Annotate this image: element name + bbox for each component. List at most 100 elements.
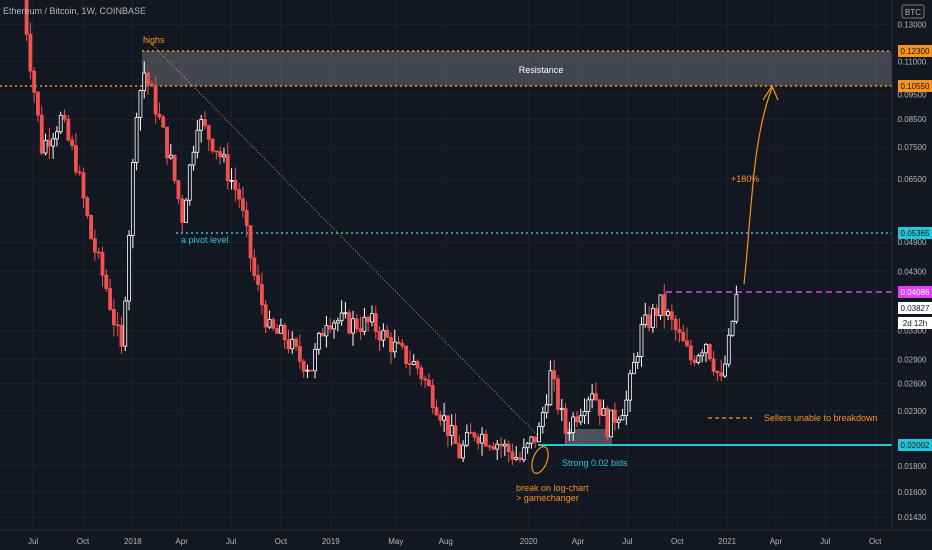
candle-up [362,316,367,332]
time-label: Jul [28,537,38,546]
candle-down [149,83,154,87]
breakout-label-2: > gamechanger [516,493,579,503]
candle-down [36,91,40,116]
price-tick-label: 0.13000 [898,20,927,29]
candle-down [389,336,393,353]
candle-down [157,113,162,118]
candle-down [647,314,651,328]
candle-up [643,314,648,326]
candle-down [419,367,424,380]
candle-up [316,332,321,350]
candle-down [153,85,158,115]
candle-up [305,369,310,372]
resistance-zone [142,51,892,86]
price-tick-label: 0.09500 [898,90,927,99]
candle-down [210,138,215,152]
candle-up [521,447,526,461]
candle-up [267,319,272,328]
candle-down [85,197,90,216]
candle-up [495,443,500,450]
candle-up [411,361,416,365]
price-tick-label: 0.02600 [898,380,927,389]
time-label: Oct [275,537,288,546]
candle-down [677,329,682,333]
candle-up [195,129,200,153]
price-tick-label: 0.06500 [898,175,927,184]
price-axis: 0.13000 0.11000 0.09500 0.08500 0.07500 0.065… [891,0,932,530]
candle-down [275,327,279,334]
candle-up [123,300,128,347]
candle-down [248,225,253,259]
candle-down [354,318,359,330]
currency-badge: BTC [905,8,921,17]
candle-down [427,379,431,386]
time-label: Jul [820,537,830,546]
highs-label: highs [143,35,165,45]
candle-down [214,150,219,153]
candle-up [578,415,583,423]
currency-badge-box[interactable] [901,4,925,19]
candle-up [704,344,708,354]
tag-support: 0.02002 [901,441,930,450]
time-label: 2020 [520,537,538,546]
candle-down [685,340,689,347]
tag-pivot: 0.05365 [901,229,930,238]
candle-up [616,419,621,423]
candle-up [590,393,595,401]
time-label: Oct [869,537,882,546]
candle-up [130,162,135,236]
breakout-label-1: break on log-chart [516,483,589,493]
candle-up [464,432,469,446]
candle-down [286,339,291,350]
candle-down [218,151,223,158]
candle-up [392,341,397,353]
tag-magenta-box [898,286,932,298]
candle-up [666,311,670,316]
candle-down [654,308,659,317]
candle-up [696,355,701,363]
candle-down [282,324,287,341]
candle-up [370,313,374,323]
candle-down [328,325,333,330]
candle-up [184,199,188,223]
gain-label: +180% [731,174,759,184]
candle-down [77,171,82,174]
candle-down [92,238,97,253]
candle-up [567,432,572,434]
candle-down [146,72,150,85]
time-label: Jul [226,537,236,546]
candle-up [639,324,644,357]
candle-down [24,0,29,35]
candle-down [563,407,568,434]
candle-down [408,363,412,366]
candle-down [358,328,363,332]
candle-up [544,404,549,414]
candle-up [461,444,465,459]
candle-down [472,432,477,438]
candle-down [244,210,249,227]
candle-up [514,457,519,460]
candle-up [222,154,226,158]
candle-down [373,313,378,332]
time-label: May [388,537,403,546]
candle-down [434,407,439,416]
time-label: Jul [622,537,632,546]
bids-zone [566,429,612,444]
price-tick-label: 0.04300 [898,267,927,276]
candle-up [324,325,329,337]
time-label: Apr [175,537,188,546]
candle-up [537,425,541,443]
candle-up [525,442,530,449]
candle-up [628,373,632,401]
candle-down [297,346,302,362]
candle-up [229,180,234,182]
candle-down [715,370,720,374]
candle-up [138,90,143,118]
candle-down [225,154,230,181]
candle-down [74,145,78,173]
candle-down [108,288,112,310]
price-tick-label: 0.01600 [898,488,927,497]
candle-down [100,252,105,276]
candle-down [681,332,686,342]
